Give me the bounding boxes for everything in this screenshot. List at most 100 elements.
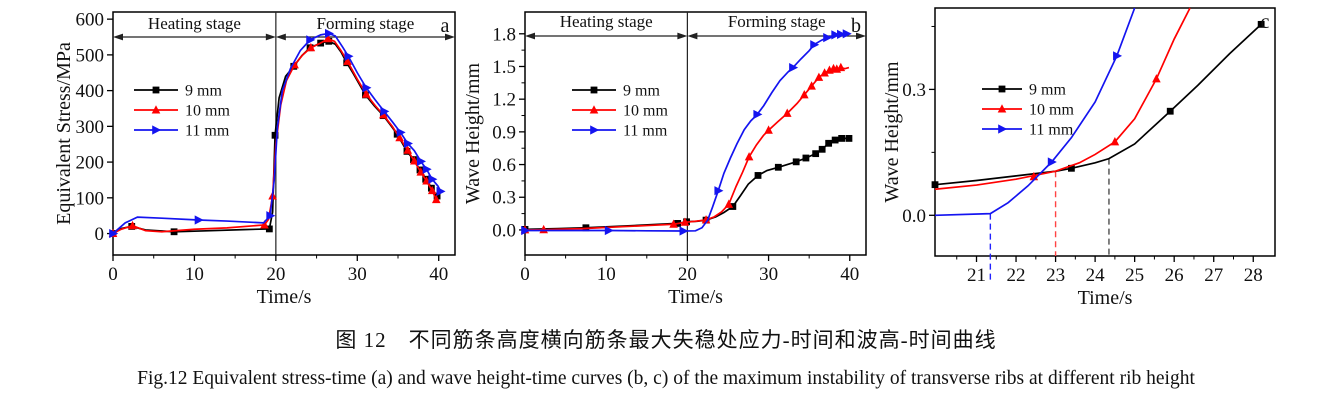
x-tick-label: 23	[1046, 265, 1065, 286]
x-tick-label: 30	[348, 264, 367, 285]
legend-label: 11 mm	[623, 123, 668, 140]
plot-frame	[524, 11, 867, 256]
marker-square	[1257, 20, 1265, 28]
marker-square	[754, 172, 762, 179]
x-tick-label: 22	[1007, 265, 1026, 286]
marker-triangle-up	[1110, 137, 1120, 146]
series-line-10-mm	[934, 7, 1191, 191]
y-tick-label: 0.0	[492, 220, 516, 241]
marker-triangle-right	[428, 174, 438, 184]
marker-triangle-right	[1047, 157, 1057, 167]
marker-triangle-up	[260, 220, 269, 229]
marker-triangle-right	[1113, 51, 1123, 61]
y-tick-label: 0.0	[902, 206, 926, 227]
chart-c-canvas: 21 22 23 24 25 26 27 28 0.0 0.3 Time/s Wave Height/…	[881, 7, 1276, 308]
marker-triangle-up	[431, 194, 441, 204]
marker-triangle-up	[403, 145, 413, 154]
y-tick-label: 100	[76, 188, 105, 209]
legend-label: 10 mm	[185, 103, 230, 120]
marker-triangle-up	[343, 56, 352, 65]
y-tick-label: 500	[76, 45, 105, 66]
stage-label: Forming stage	[317, 14, 415, 33]
marker-triangle-right	[837, 29, 847, 39]
marker-triangle-up	[836, 62, 846, 72]
marker-square	[931, 181, 939, 189]
stage-arrowhead-right	[265, 33, 276, 41]
legend-label: 11 mm	[1029, 122, 1074, 139]
marker-square	[838, 135, 846, 142]
marker-square	[1166, 107, 1174, 115]
marker-triangle-up	[361, 89, 371, 98]
y-tick-label: 0.3	[492, 188, 516, 209]
stage-arrowhead-right	[677, 32, 688, 40]
marker-triangle-up	[680, 217, 690, 226]
x-tick-label: 40	[840, 264, 859, 285]
series-line-11-mm	[112, 32, 442, 235]
stage-arrowhead-right	[856, 32, 866, 40]
marker-triangle-right	[753, 109, 763, 120]
x-tick-label: 28	[1244, 265, 1263, 286]
x-axis-label: Time/s	[668, 286, 723, 308]
x-axis-label: Time/s	[257, 286, 312, 308]
stage-label: Forming stage	[728, 12, 826, 31]
marker-square	[433, 192, 441, 200]
marker-square	[831, 136, 839, 144]
marker-triangle-up	[1152, 74, 1161, 83]
marker-triangle-right	[714, 186, 724, 196]
marker-triangle-right	[380, 106, 390, 116]
x-tick-label: 10	[185, 264, 204, 285]
marker-square	[812, 150, 820, 158]
y-axis-label: Wave Height/mm	[881, 61, 903, 203]
y-tick-label: 400	[76, 81, 105, 102]
caption-chinese: 图 12 不同筋条高度横向筋条最大失稳处应力-时间和波高-时间曲线	[335, 328, 997, 352]
marker-triangle-right	[823, 33, 833, 43]
marker-square	[774, 163, 782, 171]
marker-triangle-right	[362, 83, 372, 93]
marker-triangle-up	[589, 105, 599, 114]
marker-triangle-right	[810, 40, 820, 50]
x-tick-label: 10	[597, 264, 616, 285]
marker-triangle-right	[789, 62, 799, 73]
caption-english: Fig.12 Equivalent stress-time (a) and wa…	[137, 368, 1195, 389]
marker-triangle-right	[266, 211, 276, 221]
marker-triangle-right	[324, 28, 334, 39]
x-tick-label: 20	[678, 264, 697, 285]
marker-triangle-right	[604, 225, 614, 236]
marker-triangle-up	[128, 220, 137, 230]
legend-label: 11 mm	[185, 123, 230, 140]
x-tick-label: 27	[1204, 265, 1223, 286]
y-tick-label: 0.9	[492, 122, 516, 143]
marker-triangle-right	[417, 156, 426, 166]
y-tick-label: 0	[95, 224, 105, 245]
marker-square	[802, 154, 810, 162]
x-axis-label: Time/s	[1078, 287, 1133, 308]
stage-arrowhead-left	[525, 32, 535, 40]
marker-square	[729, 203, 737, 210]
marker-triangle-right	[590, 125, 600, 135]
marker-square	[1067, 164, 1075, 172]
marker-triangle-up	[306, 42, 316, 52]
marker-square	[825, 139, 833, 147]
x-tick-label: 0	[520, 264, 530, 285]
stage-arrowhead-left	[113, 33, 123, 41]
y-tick-label: 1.2	[492, 90, 516, 111]
stage-arrowhead-right	[445, 33, 455, 41]
marker-square	[265, 225, 273, 233]
y-axis-label: Equivalent Stress/MPa	[53, 42, 75, 225]
marker-triangle-up	[409, 156, 419, 165]
marker-triangle-right	[109, 228, 119, 239]
stage-label: Heating stage	[148, 14, 241, 33]
chart-c: 21 22 23 24 25 26 27 28 0.0 0.3 Time/s Wave Height/…	[870, 0, 1332, 308]
marker-triangle-up	[782, 108, 792, 117]
corner-label: b	[851, 15, 861, 37]
marker-triangle-right	[306, 35, 316, 45]
legend-label: 10 mm	[1029, 102, 1074, 119]
chart-a-canvas: 0 10 20 30 400100200300400500600Time/sEquiva…	[53, 10, 456, 308]
chart-a: 0 10 20 30 40 0 100 200 300 400 500 600 Time/s Equiva…	[0, 0, 462, 308]
x-tick-label: 25	[1125, 265, 1144, 286]
marker-triangle-right	[152, 125, 162, 135]
marker-triangle-up	[807, 81, 816, 90]
marker-triangle-up	[151, 105, 161, 114]
marker-triangle-right	[831, 30, 841, 40]
